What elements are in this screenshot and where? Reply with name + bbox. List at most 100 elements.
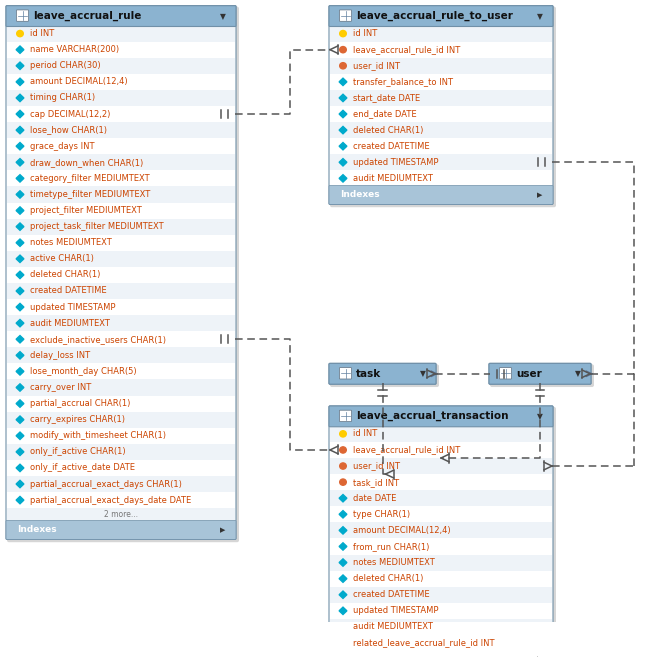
FancyBboxPatch shape [489, 363, 591, 384]
Bar [7, 219, 235, 235]
Text: lose_month_day CHAR(5): lose_month_day CHAR(5) [30, 367, 137, 376]
Text: delay_loss INT: delay_loss INT [30, 351, 90, 360]
Text: amount DECIMAL(12,4): amount DECIMAL(12,4) [353, 526, 451, 535]
Polygon shape [16, 191, 24, 198]
Bar [330, 74, 552, 90]
Bar [330, 635, 552, 651]
Text: user: user [516, 369, 542, 379]
Polygon shape [16, 432, 24, 440]
Text: Indexes: Indexes [17, 526, 57, 534]
Text: timetype_filter MEDIUMTEXT: timetype_filter MEDIUMTEXT [30, 190, 150, 199]
Text: only_if_active CHAR(1): only_if_active CHAR(1) [30, 447, 126, 457]
Circle shape [340, 30, 346, 37]
Polygon shape [16, 368, 24, 375]
Polygon shape [16, 448, 24, 455]
Text: created DATETIME: created DATETIME [353, 142, 430, 150]
Text: deleted CHAR(1): deleted CHAR(1) [30, 271, 100, 279]
Text: id INT: id INT [30, 29, 54, 38]
Circle shape [340, 447, 346, 453]
Polygon shape [16, 207, 24, 214]
Text: id INT: id INT [353, 430, 377, 438]
Text: Indexes: Indexes [340, 655, 379, 657]
Polygon shape [16, 287, 24, 295]
Polygon shape [339, 495, 347, 502]
FancyBboxPatch shape [340, 10, 352, 21]
Bar [7, 26, 235, 41]
Circle shape [17, 30, 23, 37]
Polygon shape [339, 158, 347, 166]
Polygon shape [339, 110, 347, 118]
Bar [330, 539, 552, 555]
Polygon shape [339, 543, 347, 550]
Polygon shape [16, 143, 24, 150]
Bar [7, 122, 235, 138]
Bar [7, 396, 235, 412]
Bar [7, 41, 235, 58]
Text: lose_how CHAR(1): lose_how CHAR(1) [30, 125, 107, 135]
Text: end_date DATE: end_date DATE [353, 110, 416, 118]
Polygon shape [16, 336, 24, 343]
Bar [330, 507, 552, 522]
Bar [7, 380, 235, 396]
Text: 2 more...: 2 more... [104, 510, 138, 519]
Text: Indexes: Indexes [340, 191, 379, 200]
FancyBboxPatch shape [329, 406, 553, 657]
FancyBboxPatch shape [489, 363, 591, 384]
Bar [7, 106, 235, 122]
Text: ▶: ▶ [537, 192, 543, 198]
Text: draw_down_when CHAR(1): draw_down_when CHAR(1) [30, 158, 143, 167]
FancyBboxPatch shape [329, 363, 436, 384]
Text: updated TIMESTAMP: updated TIMESTAMP [353, 158, 438, 167]
Bar [330, 106, 552, 122]
FancyBboxPatch shape [329, 185, 553, 204]
Polygon shape [16, 497, 24, 504]
Polygon shape [339, 94, 347, 102]
Text: transfer_balance_to INT: transfer_balance_to INT [353, 78, 453, 86]
Bar [330, 490, 552, 507]
Text: timing CHAR(1): timing CHAR(1) [30, 93, 95, 102]
FancyBboxPatch shape [340, 368, 352, 379]
Text: project_task_filter MEDIUMTEXT: project_task_filter MEDIUMTEXT [30, 222, 164, 231]
Polygon shape [16, 480, 24, 487]
FancyBboxPatch shape [6, 6, 236, 26]
Polygon shape [16, 175, 24, 182]
Bar [7, 315, 235, 331]
Bar [330, 602, 552, 619]
Text: leave_accrual_rule_to_user: leave_accrual_rule_to_user [356, 11, 513, 21]
Text: type CHAR(1): type CHAR(1) [353, 510, 410, 519]
Bar [7, 331, 235, 348]
Text: notes MEDIUMTEXT: notes MEDIUMTEXT [353, 558, 435, 567]
Text: task: task [356, 369, 381, 379]
Text: audit MEDIUMTEXT: audit MEDIUMTEXT [353, 622, 433, 631]
Text: audit MEDIUMTEXT: audit MEDIUMTEXT [30, 319, 110, 328]
Text: category_filter MEDIUMTEXT: category_filter MEDIUMTEXT [30, 174, 149, 183]
Polygon shape [16, 416, 24, 423]
FancyBboxPatch shape [6, 520, 236, 539]
Polygon shape [16, 400, 24, 407]
FancyBboxPatch shape [329, 406, 553, 427]
FancyBboxPatch shape [7, 7, 239, 542]
Text: carry_over INT: carry_over INT [30, 383, 91, 392]
Bar [330, 26, 552, 41]
Circle shape [340, 479, 346, 486]
Text: created DATETIME: created DATETIME [30, 286, 106, 296]
Polygon shape [16, 319, 24, 327]
Bar [330, 58, 552, 74]
Bar [7, 154, 235, 170]
Text: deleted CHAR(1): deleted CHAR(1) [353, 125, 424, 135]
Text: audit MEDIUMTEXT: audit MEDIUMTEXT [353, 174, 433, 183]
Polygon shape [339, 143, 347, 150]
FancyBboxPatch shape [329, 6, 553, 204]
Text: partial_accrual_exact_days CHAR(1): partial_accrual_exact_days CHAR(1) [30, 480, 182, 489]
Bar [330, 474, 552, 490]
FancyBboxPatch shape [330, 7, 556, 207]
Bar [7, 299, 235, 315]
Polygon shape [339, 175, 347, 182]
FancyBboxPatch shape [329, 6, 553, 26]
FancyBboxPatch shape [17, 10, 28, 21]
Polygon shape [16, 46, 24, 53]
Text: ▼: ▼ [575, 369, 581, 378]
Text: task_id INT: task_id INT [353, 478, 399, 487]
Text: leave_accrual_rule: leave_accrual_rule [33, 11, 141, 21]
Text: updated TIMESTAMP: updated TIMESTAMP [353, 606, 438, 616]
